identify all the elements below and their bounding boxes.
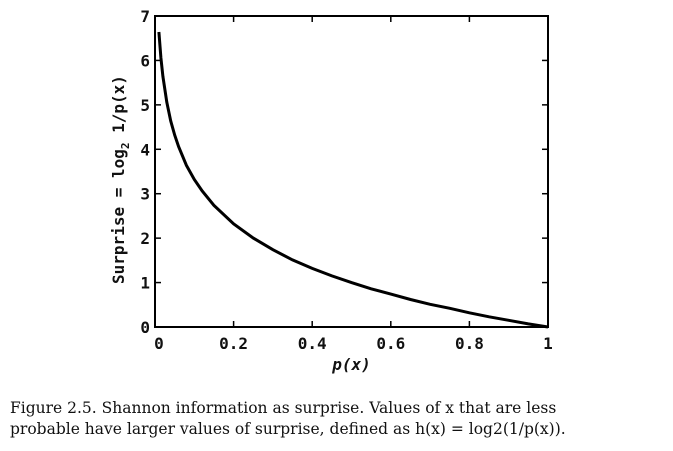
- x-tick-label: 0: [154, 334, 164, 353]
- y-tick-label: 3: [140, 185, 150, 204]
- caption-line-2: probable have larger values of surprise,…: [10, 420, 566, 438]
- y-axis-label-prefix: Surprise = log: [109, 149, 128, 284]
- y-tick-label: 0: [140, 318, 150, 337]
- figure-caption: Figure 2.5. Shannon information as surpr…: [10, 398, 670, 440]
- y-tick-label: 1: [140, 274, 150, 293]
- plot-frame: [154, 15, 549, 328]
- y-tick-label: 4: [140, 140, 150, 159]
- y-axis-label: Surprise = log2 1/p(x): [109, 75, 132, 284]
- x-tick-label: 1: [543, 334, 553, 353]
- ticks-layer: 0 0.2 0.4 0.6 0.8 1 0 1 2 3 4 5 6 7: [140, 7, 552, 353]
- x-tick-label: 0.6: [376, 334, 405, 353]
- x-tick-label: 0.8: [455, 334, 484, 353]
- x-tick-label: 0.4: [298, 334, 327, 353]
- caption-line-1: Figure 2.5. Shannon information as surpr…: [10, 399, 557, 417]
- y-tick-label: 2: [140, 229, 150, 248]
- y-tick-label: 7: [140, 7, 150, 26]
- figure: 0 0.2 0.4 0.6 0.8 1 0 1 2 3 4 5 6 7 p(x) Surprise = l…: [109, 7, 553, 374]
- y-tick-label: 6: [140, 51, 150, 70]
- x-tick-label: 0.2: [219, 334, 248, 353]
- surprise-chart: 0 0.2 0.4 0.6 0.8 1 0 1 2 3 4 5 6 7 p(x) Surprise = l…: [109, 7, 553, 374]
- x-axis-label: p(x): [331, 355, 371, 374]
- y-tick-label: 5: [140, 96, 150, 115]
- y-axis-label-suffix: 1/p(x): [109, 75, 128, 142]
- y-axis-label-subscript: 2: [119, 142, 132, 149]
- surprise-curve: [157, 31, 549, 329]
